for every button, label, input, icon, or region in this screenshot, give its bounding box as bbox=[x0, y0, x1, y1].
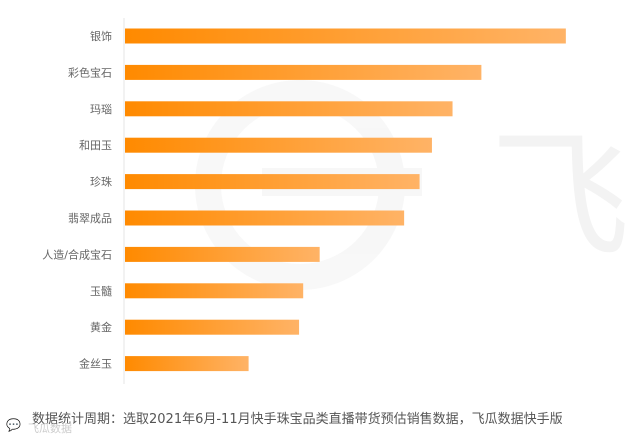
bar-3 bbox=[125, 137, 432, 153]
category-label-3: 和田玉 bbox=[79, 139, 112, 152]
bar-2 bbox=[125, 101, 453, 117]
chat-bubble-icon: 💬 bbox=[6, 418, 21, 432]
bar-7 bbox=[125, 283, 304, 299]
watermark-text: 飞瓜数据 bbox=[28, 422, 72, 435]
bar-8 bbox=[125, 319, 300, 335]
bars-group bbox=[125, 28, 566, 372]
bar-4 bbox=[125, 174, 420, 190]
category-label-8: 黄金 bbox=[90, 320, 112, 334]
category-label-1: 彩色宝石 bbox=[68, 65, 112, 79]
category-label-0: 银饰 bbox=[90, 29, 112, 43]
category-label-5: 翡翠成品 bbox=[68, 212, 112, 225]
watermark-glyph: 飞 bbox=[490, 116, 630, 279]
category-label-4: 珍珠 bbox=[90, 175, 112, 189]
category-label-7: 玉髓 bbox=[90, 285, 112, 298]
bar-0 bbox=[125, 28, 566, 44]
bar-5 bbox=[125, 210, 405, 226]
bar-6 bbox=[125, 246, 320, 262]
footnote: 数据统计周期：选取2021年6月-11月快手珠宝品类直播带货预估销售数据，飞瓜数… bbox=[32, 412, 563, 427]
category-label-2: 玛瑙 bbox=[90, 103, 112, 116]
bar-1 bbox=[125, 64, 482, 80]
category-label-6: 人造/合成宝石 bbox=[42, 247, 112, 261]
category-label-9: 金丝玉 bbox=[79, 357, 112, 371]
bar-9 bbox=[125, 356, 249, 372]
